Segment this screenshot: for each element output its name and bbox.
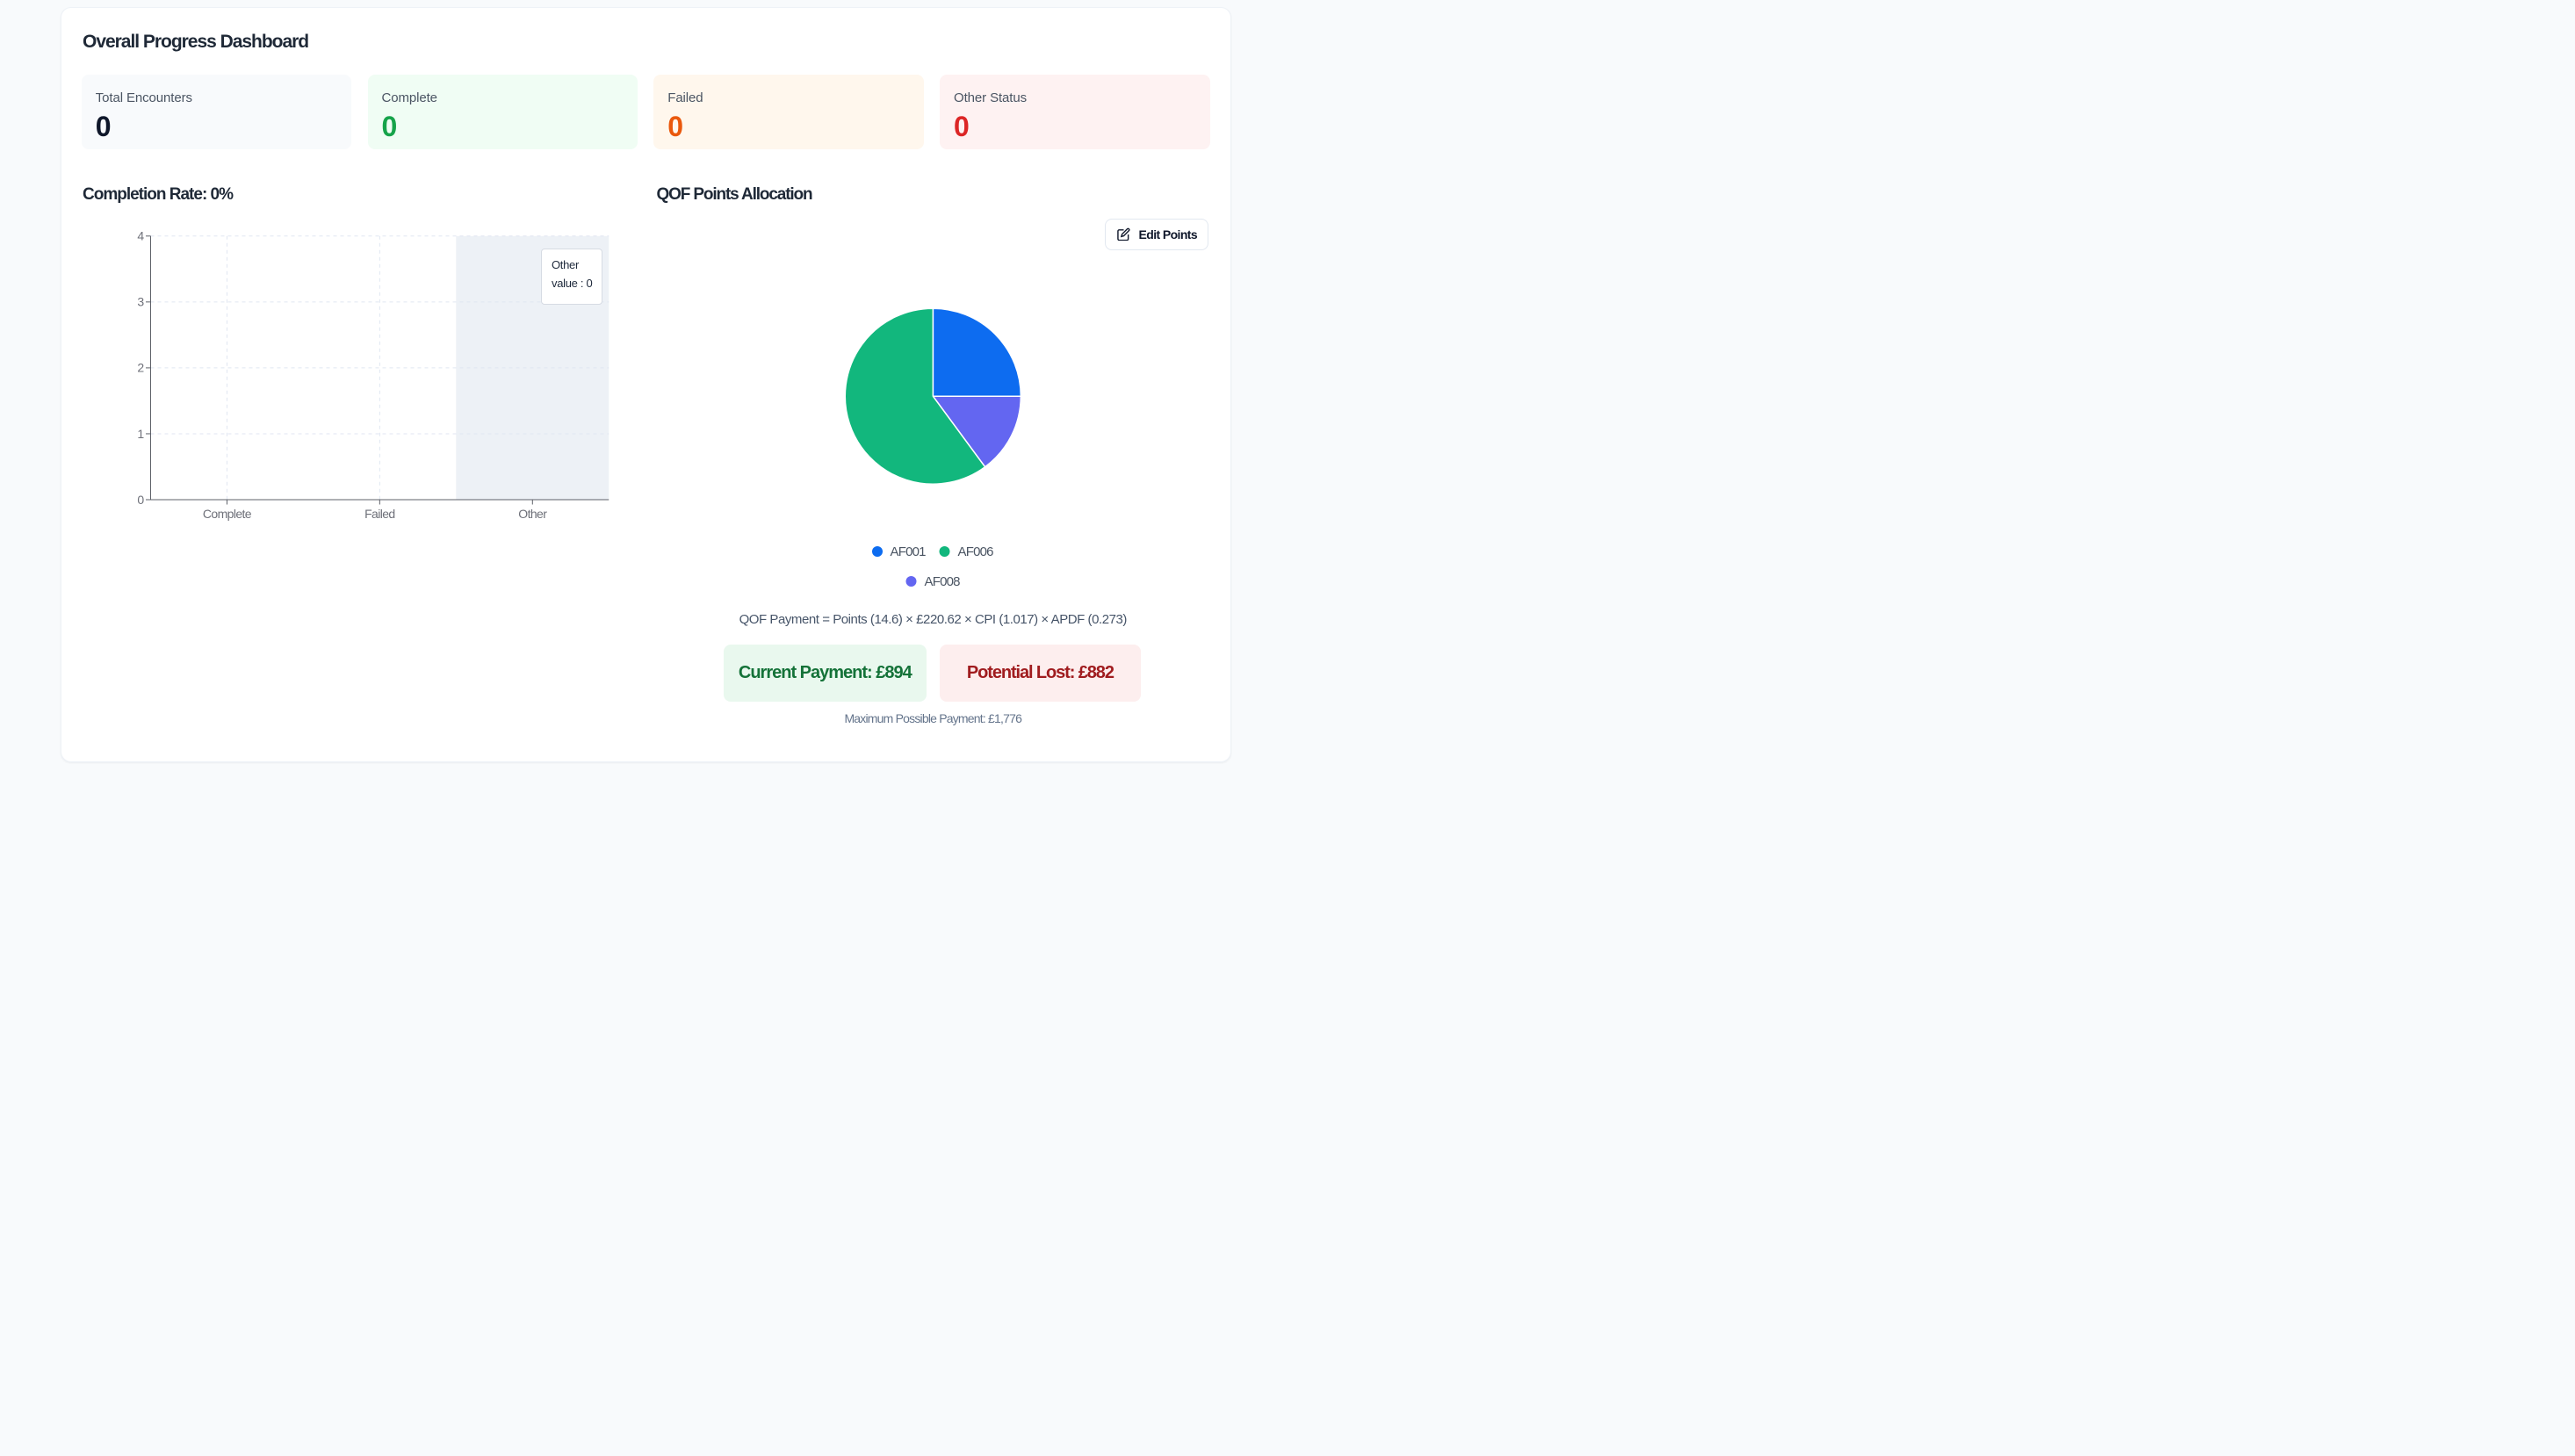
- svg-text:AF001: AF001: [890, 544, 926, 559]
- svg-text:Complete: Complete: [203, 507, 252, 521]
- svg-text:1: 1: [137, 427, 144, 441]
- svg-text:3: 3: [137, 295, 144, 309]
- svg-text:4: 4: [137, 229, 144, 243]
- svg-text:AF006: AF006: [957, 544, 993, 559]
- svg-text:AF008: AF008: [924, 574, 960, 589]
- svg-text:Failed: Failed: [364, 507, 395, 521]
- svg-text:Other: Other: [518, 507, 547, 521]
- svg-text:0: 0: [137, 493, 144, 507]
- svg-text:2: 2: [137, 361, 144, 375]
